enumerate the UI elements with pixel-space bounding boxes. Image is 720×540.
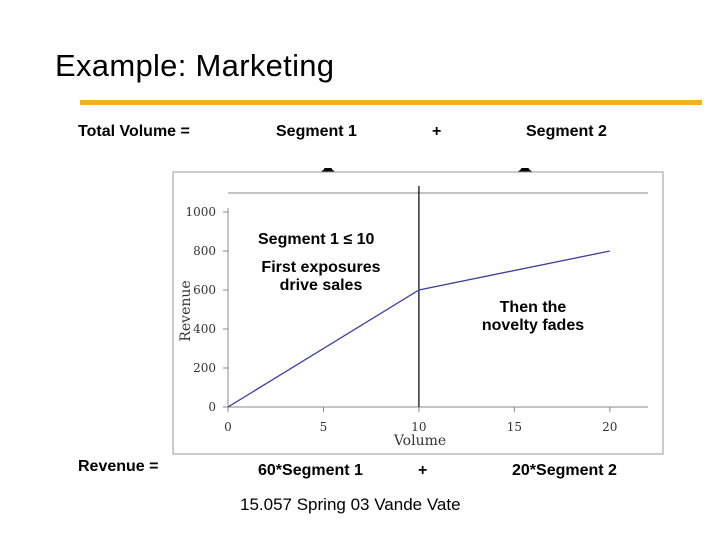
first-exposures-line-1: First exposures [261,259,381,276]
slide-footer: 15.057 Spring 03 Vande Vate [240,495,461,514]
y-tick-label: 0 [208,400,216,414]
revenue-chart: 0 200 400 600 800 1000 0 5 10 15 20 Volume Revenue [172,171,664,455]
segment-limit-note: Segment 1 ≤ 10 [258,231,375,248]
novelty-line-2: novelty fades [481,317,585,334]
x-tick-label: 20 [602,420,617,434]
x-tick-label: 15 [507,420,522,434]
y-tick-label: 200 [193,361,216,375]
total-volume-label: Total Volume = [78,123,190,140]
y-tick-label: 600 [193,283,216,297]
slide-title: Example: Marketing [55,48,335,83]
revenue-series-line [227,250,610,408]
novelty-line-1: Then the [499,299,567,316]
revenue-plus-sign: + [418,462,428,479]
y-tick-label: 1000 [185,205,216,219]
novelty-note: Then the novelty fades [460,299,606,335]
x-tick-label: 10 [411,420,426,434]
x-tick-label: 5 [320,420,328,434]
revenue-segment2: 20*Segment 2 [512,462,617,479]
segment2-label: Segment 2 [526,123,607,140]
y-tick-label: 400 [193,322,216,336]
first-exposures-note: First exposures drive sales [244,259,398,295]
revenue-label: Revenue = [78,458,159,475]
y-axis-label: Revenue [178,280,194,341]
segment1-label: Segment 1 [276,123,357,140]
title-underline [80,100,702,105]
x-tick-label: 0 [224,420,232,434]
plus-sign: + [432,123,442,140]
y-tick-label: 800 [193,244,216,258]
first-exposures-line-2: drive sales [279,277,363,294]
x-axis-label: Volume [393,433,446,449]
revenue-segment1: 60*Segment 1 [258,462,363,479]
